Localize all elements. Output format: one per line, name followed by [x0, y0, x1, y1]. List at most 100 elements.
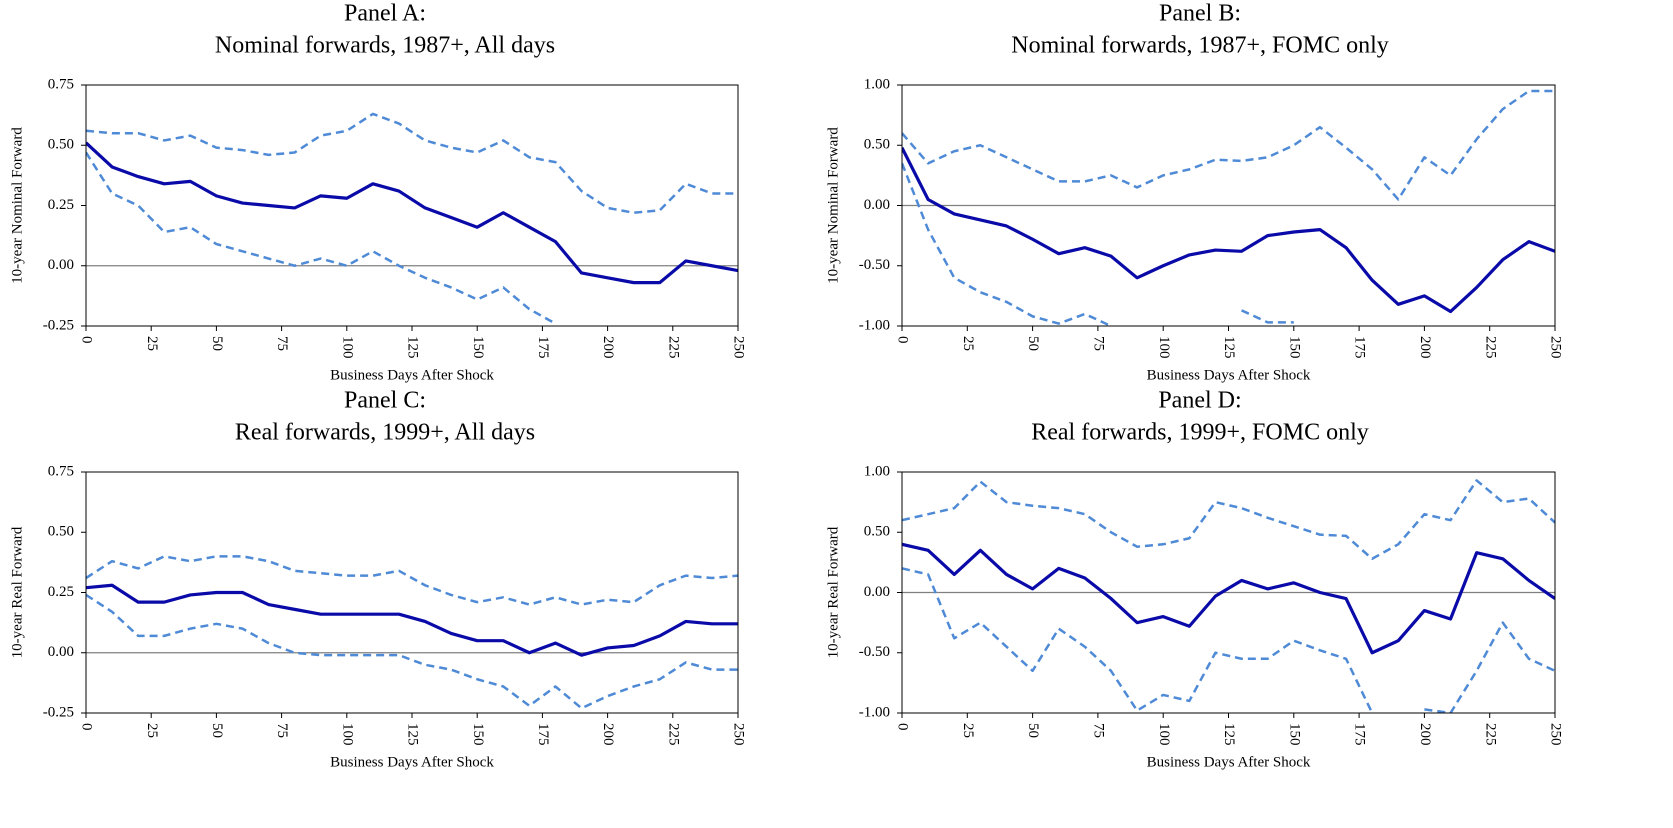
y-tick-label: 0.75 — [48, 463, 74, 479]
x-tick-label: 125 — [1221, 336, 1237, 359]
x-tick-label: 75 — [274, 723, 290, 738]
x-tick-label: 225 — [1482, 723, 1498, 746]
x-tick-label: 25 — [960, 723, 976, 738]
x-axis-label: Business Days After Shock — [1147, 754, 1311, 770]
estimate-line — [86, 583, 738, 657]
chart-subtitle: Real forwards, 1999+, All days — [235, 420, 535, 446]
x-tick-label: 225 — [1482, 336, 1498, 359]
panel: Panel B: Nominal forwards, 1987+, FOMC on… — [825, 1, 1563, 384]
x-tick-label: 50 — [209, 723, 225, 738]
y-tick-label: 0.25 — [48, 584, 74, 600]
x-tick-label: 225 — [665, 336, 681, 359]
x-axis-label: Business Days After Shock — [330, 367, 494, 383]
y-tick-label: 1.00 — [864, 76, 890, 92]
plot-frame — [85, 471, 739, 714]
y-tick-label: 0.25 — [48, 197, 74, 213]
panel: Panel D: Real forwards, 1999+, FOMC only -… — [825, 388, 1563, 771]
band-line — [902, 89, 1555, 201]
band-line — [86, 593, 738, 710]
band-line — [86, 151, 557, 325]
y-tick-label: 0.75 — [48, 76, 74, 92]
chart-title: Panel C: — [344, 388, 426, 414]
y-tick-label: -0.50 — [859, 644, 890, 660]
x-tick-label: 0 — [895, 336, 911, 344]
y-tick-label: 0.50 — [48, 137, 74, 153]
x-tick-label: 200 — [600, 723, 616, 746]
x-tick-label: 250 — [1548, 336, 1564, 359]
chart-title: Panel A: — [344, 1, 426, 27]
y-tick-label: 0.50 — [864, 137, 890, 153]
chart-title: Panel D: — [1158, 388, 1241, 414]
x-tick-label: 225 — [665, 723, 681, 746]
band-line — [86, 112, 738, 214]
estimate-line — [902, 146, 1555, 314]
x-tick-label: 25 — [144, 723, 160, 738]
band-line — [902, 162, 1294, 326]
x-tick-label: 175 — [1352, 336, 1368, 359]
panel: Panel C: Real forwards, 1999+, All days -0… — [9, 388, 746, 771]
chart-subtitle: Nominal forwards, 1987+, FOMC only — [1011, 33, 1389, 59]
x-tick-label: 150 — [1286, 723, 1302, 746]
x-tick-label: 75 — [1090, 723, 1106, 738]
plot-frame — [901, 471, 1556, 714]
x-tick-label: 100 — [339, 723, 355, 746]
x-axis-label: Business Days After Shock — [1147, 367, 1311, 383]
x-axis-label: Business Days After Shock — [330, 754, 494, 770]
y-tick-label: -0.25 — [43, 317, 74, 333]
x-tick-label: 75 — [274, 336, 290, 351]
y-tick-label: 0.00 — [864, 197, 890, 213]
x-tick-label: 200 — [1417, 336, 1433, 359]
y-tick-label: 0.50 — [48, 524, 74, 540]
y-axis-label: 10-year Real Forward — [825, 526, 841, 658]
plot-frame — [85, 84, 739, 327]
y-tick-label: -1.00 — [859, 704, 890, 720]
x-tick-label: 175 — [1352, 723, 1368, 746]
x-tick-label: 250 — [731, 723, 747, 746]
x-tick-label: 250 — [731, 336, 747, 359]
y-tick-label: -1.00 — [859, 317, 890, 333]
x-tick-label: 150 — [470, 723, 486, 746]
x-tick-label: 200 — [1417, 723, 1433, 746]
estimate-line — [902, 542, 1555, 655]
band-line — [902, 479, 1555, 561]
x-tick-label: 0 — [79, 723, 95, 731]
estimate-line — [86, 141, 738, 285]
y-tick-label: 1.00 — [864, 463, 890, 479]
y-tick-label: 0.50 — [864, 524, 890, 540]
y-tick-label: 0.00 — [48, 644, 74, 660]
x-tick-label: 50 — [209, 336, 225, 351]
x-tick-label: 125 — [1221, 723, 1237, 746]
x-tick-label: 175 — [535, 336, 551, 359]
y-axis-label: 10-year Real Forward — [9, 526, 25, 658]
x-tick-label: 100 — [1156, 336, 1172, 359]
x-tick-label: 25 — [144, 336, 160, 351]
x-tick-label: 125 — [405, 336, 421, 359]
y-axis-label: 10-year Nominal Forward — [9, 127, 25, 284]
chart-subtitle: Nominal forwards, 1987+, All days — [215, 33, 555, 59]
x-tick-label: 50 — [1025, 336, 1041, 351]
x-tick-label: 50 — [1025, 723, 1041, 738]
x-tick-label: 0 — [895, 723, 911, 731]
x-tick-label: 250 — [1548, 723, 1564, 746]
x-tick-label: 25 — [960, 336, 976, 351]
y-tick-label: 0.00 — [864, 584, 890, 600]
plot-frame — [901, 84, 1556, 327]
panel: Panel A: Nominal forwards, 1987+, All day… — [9, 1, 746, 384]
x-tick-label: 200 — [600, 336, 616, 359]
y-tick-label: -0.50 — [859, 257, 890, 273]
x-tick-label: 100 — [339, 336, 355, 359]
x-tick-label: 150 — [1286, 336, 1302, 359]
x-tick-label: 0 — [79, 336, 95, 344]
x-tick-label: 125 — [405, 723, 421, 746]
x-tick-label: 100 — [1156, 723, 1172, 746]
x-tick-label: 150 — [470, 336, 486, 359]
chart-subtitle: Real forwards, 1999+, FOMC only — [1031, 420, 1369, 446]
y-tick-label: -0.25 — [43, 704, 74, 720]
chart-title: Panel B: — [1159, 1, 1241, 27]
y-tick-label: 0.00 — [48, 257, 74, 273]
band-line — [86, 555, 738, 606]
y-axis-label: 10-year Nominal Forward — [825, 127, 841, 284]
x-tick-label: 175 — [535, 723, 551, 746]
x-tick-label: 75 — [1090, 336, 1106, 351]
